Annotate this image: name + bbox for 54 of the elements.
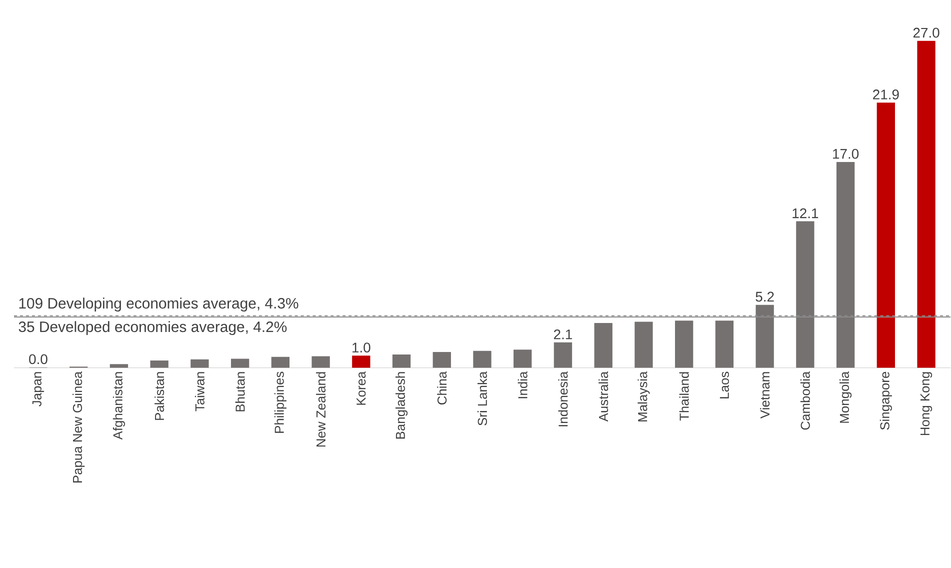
data-label: 1.0 — [352, 342, 370, 353]
x-tick-label: Japan — [32, 372, 44, 407]
bar — [514, 350, 532, 368]
x-tick-label: New Zealand — [316, 372, 326, 447]
bar — [230, 358, 250, 368]
x-tick-label: China — [437, 371, 447, 405]
x-tick-label: Hong Kong — [920, 372, 932, 436]
x-tick-label: Bhutan — [235, 372, 245, 412]
bar — [473, 351, 492, 368]
data-label: 12.1 — [792, 208, 818, 218]
x-tick-label: Malaysia — [638, 371, 650, 422]
ref-line-label: 35 Developed economies average, 4.2% — [18, 321, 287, 336]
data-label: 2.1 — [554, 330, 572, 340]
ref-line-label: 109 Developing economies average, 4.3% — [19, 298, 298, 312]
data-label: 21.9 — [873, 90, 899, 100]
bar — [150, 360, 168, 368]
x-tick-label: Australia — [598, 371, 608, 422]
data-label: 0.0 — [29, 354, 48, 364]
data-label: 17.0 — [833, 149, 859, 159]
x-tick-label: Afghanistan — [112, 372, 125, 440]
bar — [271, 357, 290, 368]
x-tick-label: Sri Lanka — [477, 371, 488, 426]
x-tick-label: Taiwan — [194, 372, 204, 412]
bar — [312, 356, 330, 368]
x-tick-label: Singapore — [880, 372, 892, 430]
x-tick-label: Indonesia — [558, 371, 568, 426]
bar — [836, 162, 855, 368]
x-tick-label: Mongolia — [840, 371, 852, 423]
x-tick-label: Cambodia — [800, 371, 810, 430]
bar — [715, 320, 734, 368]
data-label: 5.2 — [756, 292, 774, 302]
x-tick-label: Korea — [356, 371, 366, 405]
bar — [634, 322, 653, 368]
bar — [392, 354, 411, 368]
x-tick-label: Vietnam — [760, 372, 770, 419]
bar — [876, 102, 895, 368]
bar — [756, 304, 774, 368]
bar — [917, 41, 936, 368]
bar — [594, 323, 612, 368]
bar — [432, 352, 451, 368]
x-tick-label: Bangladesh — [395, 372, 408, 439]
x-tick-label: Philippines — [274, 372, 286, 434]
data-label: 27.0 — [913, 28, 940, 38]
bar — [796, 221, 814, 368]
bar — [675, 320, 694, 368]
x-tick-label: Laos — [720, 372, 729, 398]
bar — [190, 359, 209, 368]
bar — [110, 364, 128, 368]
x-tick-label: Thailand — [679, 372, 689, 421]
bar — [352, 356, 370, 368]
x-tick-label: Pakistan — [154, 372, 164, 420]
x-tick-label: Papua New Guinea — [72, 372, 85, 483]
bar — [554, 342, 572, 368]
x-tick-label: India — [518, 371, 528, 398]
